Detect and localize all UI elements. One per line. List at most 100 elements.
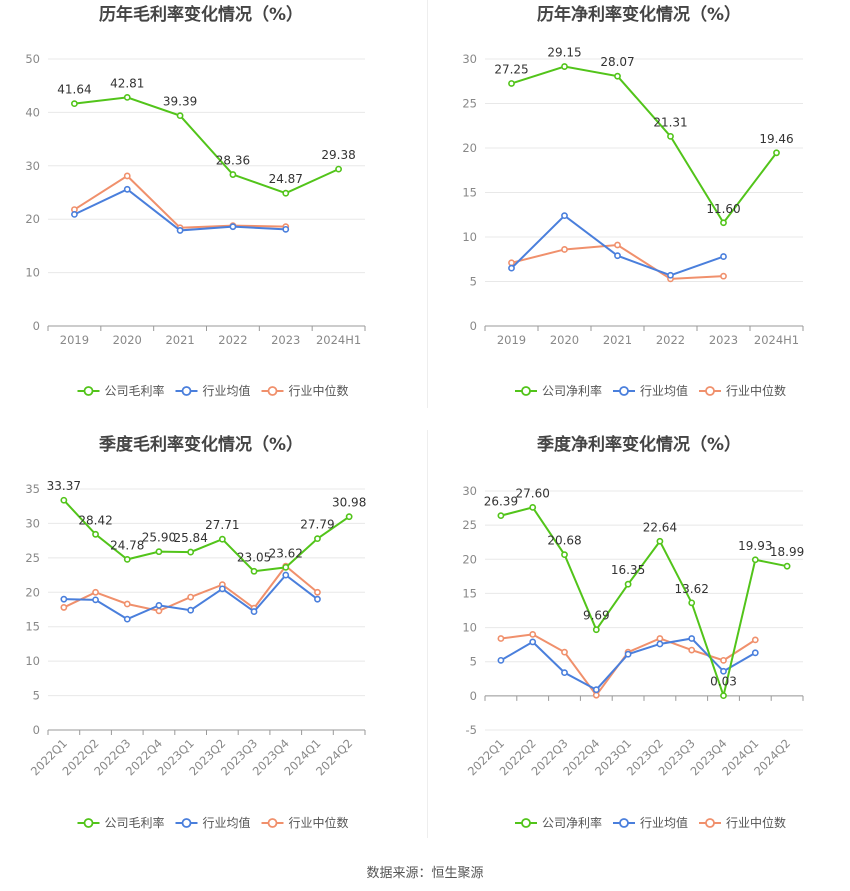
- data-label: 33.37: [47, 479, 81, 493]
- y-tick-label: 0: [470, 689, 477, 703]
- y-tick-label: 30: [25, 516, 40, 530]
- data-point: [176, 112, 184, 120]
- legend-item: 行业均值: [613, 815, 688, 830]
- data-point: [497, 656, 505, 664]
- legend-marker: [181, 386, 192, 396]
- data-point: [92, 530, 99, 538]
- data-point: [720, 219, 727, 227]
- series-line: [511, 243, 724, 280]
- series-line: [63, 499, 350, 573]
- legend-marker: [83, 818, 94, 828]
- data-point: [123, 600, 131, 608]
- legend-marker: [521, 386, 531, 396]
- chart-title: 历年净利率变化情况（%）: [537, 4, 741, 25]
- data-point: [123, 555, 131, 563]
- y-tick-label: 25: [25, 551, 40, 565]
- x-tick-label: 2024H1: [754, 333, 799, 347]
- data-label: 20.68: [547, 534, 581, 548]
- data-point: [282, 225, 290, 233]
- legend-item: 行业中位数: [261, 383, 349, 398]
- y-tick-label: 15: [462, 586, 477, 600]
- data-point: [282, 571, 290, 579]
- data-point: [187, 606, 195, 614]
- chart-title: 季度净利率变化情况（%）: [537, 434, 741, 455]
- x-tick-label: 2019: [497, 333, 526, 347]
- data-point: [720, 692, 727, 700]
- legend-item: 公司毛利率: [77, 815, 165, 830]
- data-point: [561, 669, 568, 677]
- data-point: [71, 100, 78, 108]
- data-label: 27.60: [516, 486, 550, 500]
- y-tick-label: 40: [25, 105, 40, 119]
- legend-label: 公司净利率: [542, 383, 602, 398]
- chart-annual-net-margin-svg: 历年净利率变化情况（%） 0 5 10 15 20 25 30 2019 2020 2021 2022…: [462, 4, 804, 398]
- data-point: [123, 93, 131, 101]
- legend-label: 行业均值: [203, 383, 251, 398]
- data-point: [229, 171, 237, 178]
- data-label: 11.60: [706, 202, 740, 216]
- y-tick-label: 10: [25, 266, 40, 280]
- y-tick-label: 5: [470, 655, 477, 669]
- data-point: [624, 580, 632, 588]
- data-point: [688, 646, 696, 654]
- legend-label: 公司毛利率: [105, 815, 165, 830]
- data-point: [720, 656, 727, 664]
- y-tick-label: 0: [33, 319, 40, 333]
- legend-marker: [619, 386, 629, 396]
- data-point: [187, 548, 195, 556]
- data-point: [561, 648, 568, 656]
- chart-annual-gross-margin: 历年毛利率变化情况（%） 0 10 20 30 40 50 2019 2020 2021 2022 2…: [0, 0, 427, 415]
- series-line: [73, 174, 286, 229]
- data-point: [688, 635, 696, 642]
- chart-title: 季度毛利率变化情况（%）: [99, 434, 303, 455]
- x-tick-label: 2020: [550, 333, 579, 347]
- data-point: [508, 259, 515, 267]
- legend-item: 公司净利率: [515, 383, 602, 398]
- y-tick-label: 10: [25, 654, 40, 668]
- data-point: [314, 588, 321, 596]
- data-label: 24.87: [269, 172, 303, 186]
- data-point: [71, 210, 78, 218]
- data-point: [187, 593, 195, 601]
- data-point: [561, 246, 568, 253]
- data-point: [508, 80, 515, 87]
- data-label: 23.62: [269, 546, 303, 560]
- data-label: 30.98: [332, 496, 366, 510]
- legend-item: 行业中位数: [261, 815, 349, 830]
- data-point: [529, 503, 537, 511]
- series-line: [74, 96, 339, 195]
- legend-item: 行业均值: [613, 383, 688, 398]
- data-point: [60, 604, 68, 611]
- data-point: [282, 563, 290, 571]
- data-point: [123, 615, 131, 623]
- series-line: [73, 188, 286, 232]
- legend-marker: [619, 818, 629, 828]
- data-label: 28.42: [78, 513, 112, 527]
- y-tick-label: 20: [25, 212, 40, 226]
- legend-marker: [181, 818, 192, 828]
- data-label: 16.35: [611, 563, 645, 577]
- y-tick-label: 5: [33, 689, 40, 703]
- y-tick-label: 5: [470, 275, 477, 289]
- legend-marker: [267, 818, 278, 828]
- data-point: [218, 585, 226, 593]
- data-point: [751, 649, 759, 657]
- data-point: [250, 567, 258, 575]
- legend-label: 公司毛利率: [105, 383, 165, 398]
- data-point: [314, 535, 321, 543]
- x-tick-label: 2019: [60, 333, 89, 347]
- x-tick-label: 2023: [271, 333, 300, 347]
- y-tick-label: 25: [462, 518, 477, 532]
- data-label: 13.62: [675, 582, 709, 596]
- data-point: [773, 149, 780, 157]
- chart-annual-gross-margin-svg: 历年毛利率变化情况（%） 0 10 20 30 40 50 2019 2020 2021 2022 2…: [25, 4, 366, 398]
- chart-annual-net-margin: 历年净利率变化情况（%） 0 5 10 15 20 25 30 2019 2020 2021 2022…: [427, 0, 850, 415]
- series-line: [500, 506, 788, 700]
- x-tick-label: 2022: [218, 333, 247, 347]
- y-tick-label: 0: [33, 723, 40, 737]
- data-label: 26.39: [484, 495, 518, 509]
- legend-label: 行业中位数: [726, 815, 786, 830]
- data-point: [218, 535, 226, 543]
- data-point: [783, 562, 791, 570]
- data-label: 27.25: [494, 62, 528, 76]
